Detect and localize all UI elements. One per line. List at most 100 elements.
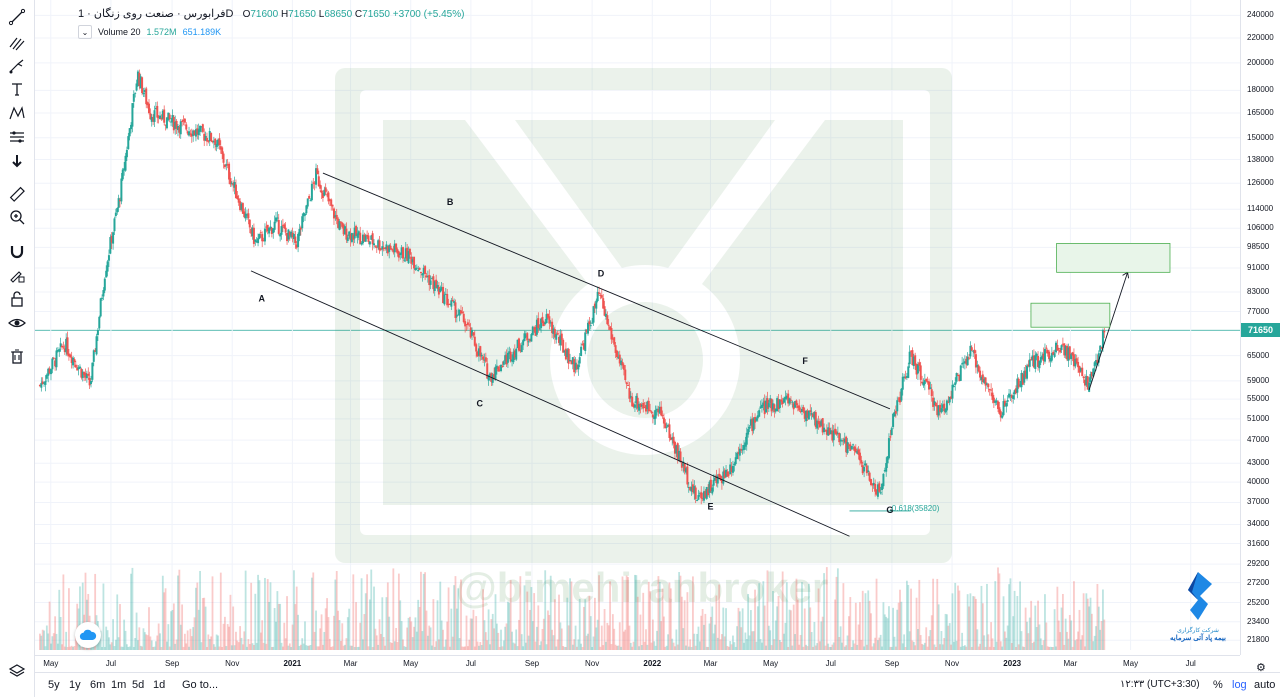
candle-body <box>134 92 137 94</box>
price-tick: 21800 <box>1247 635 1270 645</box>
candle-body <box>598 292 601 294</box>
volume-bar <box>52 633 55 650</box>
volume-bar <box>109 644 112 650</box>
layers-icon[interactable] <box>6 660 28 682</box>
log-toggle[interactable]: log <box>1232 679 1247 691</box>
candle-body <box>139 76 142 89</box>
volume-bar <box>940 631 943 650</box>
candle-body <box>80 368 83 378</box>
time-tick: Jul <box>465 659 476 668</box>
candle-body <box>389 245 392 250</box>
volume-bar <box>409 616 411 650</box>
candle-body <box>577 364 580 370</box>
candle-body <box>834 428 837 434</box>
volume-bar <box>726 645 729 650</box>
volume-bar <box>635 575 638 650</box>
volume-bar <box>102 583 105 650</box>
candle-body <box>609 326 612 330</box>
unlock-icon[interactable] <box>6 288 28 310</box>
volume-bar <box>890 646 893 650</box>
chevron-down-icon[interactable]: ⌄ <box>78 25 92 39</box>
auto-toggle[interactable]: auto <box>1254 679 1276 691</box>
clock-display[interactable]: ۱۲:۳۳ (UTC+3:30) <box>1120 679 1200 690</box>
trend-line-tool-icon[interactable] <box>6 6 28 28</box>
candle-body <box>796 405 799 408</box>
candle-body <box>430 278 433 280</box>
volume-bar <box>79 586 81 650</box>
price-tick: 25200 <box>1247 597 1270 607</box>
prediction-tool-icon[interactable] <box>6 126 28 148</box>
cloud-logo-icon[interactable] <box>75 622 101 648</box>
candle-body <box>272 228 275 233</box>
brush-tool-icon[interactable] <box>6 55 28 77</box>
range-button-1m[interactable]: 1m <box>111 679 127 691</box>
candle-body <box>234 184 237 199</box>
volume-bar <box>181 604 184 650</box>
volume-bar <box>1095 626 1097 650</box>
volume-bar <box>761 642 763 650</box>
candle-body <box>660 406 663 416</box>
candle-body <box>303 213 306 216</box>
volume-bar <box>1100 620 1103 650</box>
candle-body <box>241 203 244 214</box>
range-button-1y[interactable]: 1y <box>69 679 81 691</box>
candle-body <box>455 315 458 317</box>
candle-body <box>669 437 672 440</box>
volume-bar <box>675 629 678 650</box>
magnet-icon[interactable] <box>6 240 28 262</box>
range-button-1d[interactable]: 1d <box>153 679 166 691</box>
goto-button[interactable]: Go to... <box>182 679 219 691</box>
percent-toggle[interactable]: % <box>1213 679 1223 691</box>
candle-body <box>675 445 678 454</box>
volume-bar <box>108 637 110 650</box>
arrow-down-icon[interactable] <box>6 150 28 172</box>
volume-bar <box>279 603 282 650</box>
time-axis[interactable]: May Jul Sep Nov 2021 Mar May Jul Sep Nov 2022 Mar Ma… <box>35 655 1240 672</box>
candle-body <box>691 484 694 493</box>
candle-body <box>667 424 670 427</box>
candle-body <box>999 411 1002 418</box>
candle-body <box>770 398 773 412</box>
ruler-icon[interactable] <box>6 183 28 205</box>
volume-bar <box>193 617 196 650</box>
volume-bar <box>1066 631 1068 650</box>
trash-icon[interactable] <box>6 345 28 367</box>
candle-body <box>602 298 605 309</box>
volume-bar <box>1001 646 1004 650</box>
pattern-tool-icon[interactable] <box>6 102 28 124</box>
candle-body <box>697 495 700 500</box>
settings-gear-icon[interactable]: ⚙ <box>1256 662 1266 674</box>
volume-bar <box>335 571 338 650</box>
volume-bar <box>981 603 984 650</box>
candle-body <box>915 363 918 375</box>
volume-bar <box>595 627 598 650</box>
candle-body <box>963 361 966 363</box>
eye-icon[interactable] <box>6 312 28 334</box>
volume-bar <box>342 645 345 650</box>
candle-body <box>152 116 155 122</box>
volume-bar <box>632 641 635 650</box>
pitchfork-tool-icon[interactable] <box>6 31 28 53</box>
time-tick: 2021 <box>283 659 302 668</box>
zoom-in-icon[interactable] <box>6 206 28 228</box>
volume-bar <box>117 637 120 650</box>
text-tool-icon[interactable] <box>6 78 28 100</box>
range-button-5y[interactable]: 5y <box>48 679 60 691</box>
volume-bar <box>910 588 912 650</box>
candle-body <box>979 370 982 378</box>
range-button-6m[interactable]: 6m <box>90 679 106 691</box>
candle-body <box>997 401 1000 409</box>
candle-body <box>294 236 297 244</box>
candle-body <box>324 187 327 192</box>
candle-body <box>894 410 897 414</box>
volume-bar <box>820 621 823 650</box>
chart-pane[interactable]: @bimehiranbroker A B C D E F G 0.618(35820) فرا… <box>35 0 1240 655</box>
candle-body <box>465 324 468 326</box>
candle-body <box>299 227 302 230</box>
candle-body <box>1021 374 1024 385</box>
volume-bar <box>199 570 201 650</box>
range-button-5d[interactable]: 5d <box>132 679 145 691</box>
time-tick: Nov <box>585 659 600 668</box>
lock-drawing-icon[interactable] <box>6 264 28 286</box>
